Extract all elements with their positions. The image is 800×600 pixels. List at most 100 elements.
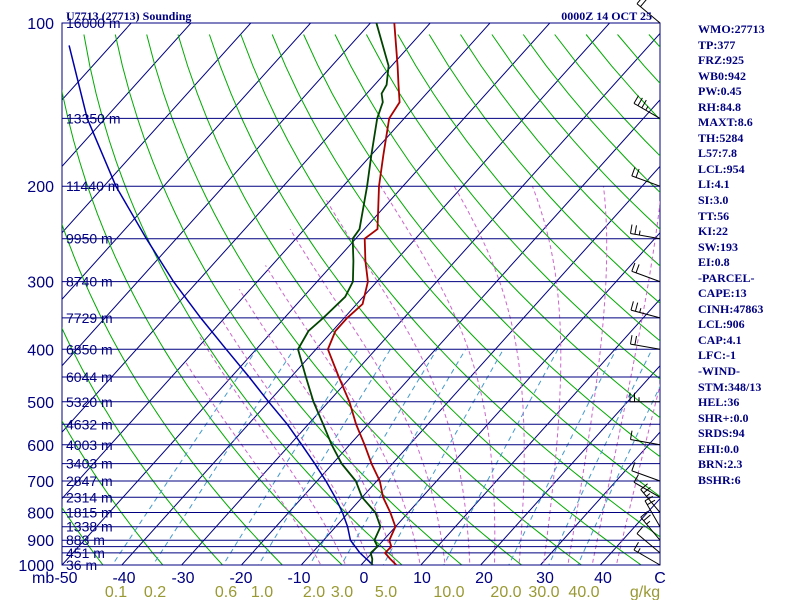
wind-barb-flag — [634, 225, 637, 235]
index-item: SHR+:0.0 — [698, 410, 749, 425]
mixing-ratio-label: 30.0 — [528, 584, 559, 600]
dry-adiabat-line — [334, 34, 660, 419]
pressure-unit-label: mb — [32, 570, 54, 587]
dry-adiabat-line — [62, 222, 284, 565]
height-label: 4003 m — [66, 437, 113, 453]
pressure-label: 300 — [27, 275, 54, 292]
wind-barb-flag — [634, 335, 637, 345]
isotherm-line — [62, 23, 431, 433]
dry-adiabat-line — [62, 506, 104, 565]
isotherm-line — [479, 364, 660, 565]
index-item: LCL:954 — [698, 161, 745, 176]
index-item: STM:348/13 — [698, 379, 762, 394]
index-item: -WIND- — [698, 364, 740, 379]
mixing-ratio-line — [222, 349, 359, 565]
dry-adiabat-line — [428, 34, 660, 304]
wind-barb-flag — [640, 0, 647, 7]
mixing-ratio-label: 0.6 — [215, 584, 237, 600]
wind-barb-flag — [636, 526, 644, 534]
wind-barb — [630, 430, 661, 446]
height-label: 6044 m — [66, 369, 113, 385]
grid-layer — [62, 23, 660, 565]
height-label: 13350 m — [66, 110, 120, 126]
mixing-ratio-line — [111, 349, 258, 565]
index-item: LI:4.1 — [698, 177, 730, 192]
isotherm-line — [62, 23, 192, 168]
height-label: 2314 m — [66, 489, 113, 505]
dry-adiabat-line — [146, 34, 523, 565]
moist-adiabat-line — [567, 186, 608, 565]
pressure-label: 100 — [27, 16, 54, 33]
index-item: EI:0.8 — [698, 255, 730, 270]
mixing-ratio-line — [258, 349, 391, 565]
index-item: KI:22 — [698, 224, 728, 239]
dry-adiabat-line — [365, 34, 660, 380]
mixing-ratio-label: 20.0 — [490, 584, 521, 600]
wind-barb-flag — [633, 474, 639, 483]
wind-barb-staff — [630, 233, 661, 240]
mixing-ratio-label: 0.2 — [144, 584, 166, 600]
wind-barb-flag — [633, 541, 639, 551]
plot-frame — [61, 22, 661, 566]
dry-adiabat-line — [62, 327, 224, 565]
wind-barb-flag — [637, 97, 643, 106]
wind-barb-half — [637, 548, 641, 553]
wind-barb — [631, 167, 661, 187]
wind-barb-half — [646, 493, 651, 497]
temp-tick-label: 0 — [360, 570, 369, 587]
temp-tick-label: C — [654, 570, 666, 587]
wind-barb — [636, 0, 661, 24]
wind-barb-half — [645, 106, 649, 111]
mixing-ratio-label: g/kg — [630, 584, 660, 600]
height-label: 4632 m — [66, 416, 113, 432]
pressure-label: 800 — [27, 506, 54, 523]
height-label: 3403 m — [66, 456, 113, 472]
index-item: HEL:36 — [698, 395, 740, 410]
wind-barb-flag — [643, 514, 651, 522]
wind-barb-flag — [630, 430, 633, 440]
dry-adiabat-line — [62, 420, 164, 565]
index-item: L57:7.8 — [698, 146, 737, 161]
mixing-ratio-label: 10.0 — [433, 584, 464, 600]
height-label: 1815 m — [66, 505, 113, 521]
index-item: TP:377 — [698, 37, 736, 52]
wind-barb — [633, 541, 661, 566]
wind-barb-flag — [641, 99, 647, 109]
temp-tick-label: 40 — [594, 570, 612, 587]
height-label: 451 m — [66, 545, 105, 561]
temp-tick-label: 10 — [413, 570, 431, 587]
isotherm-line — [300, 165, 660, 565]
wind-barb-flag — [634, 302, 639, 312]
isotherm-line — [121, 23, 611, 565]
wind-barb-staff — [631, 175, 661, 187]
isotherm-line — [360, 232, 660, 565]
index-item: CAPE:13 — [698, 286, 747, 301]
wind-barb-staff — [630, 343, 661, 350]
height-label: 6850 m — [66, 341, 113, 357]
dry-adiabat-line — [397, 34, 660, 342]
dry-adiabat-line — [271, 34, 660, 498]
isotherm-line — [420, 298, 660, 565]
temp-tick-label: -20 — [229, 570, 252, 587]
index-item: LCL:906 — [698, 317, 745, 332]
mixing-ratio-label: 40.0 — [568, 584, 599, 600]
height-label: 5320 m — [66, 394, 113, 410]
profiles-layer — [68, 23, 401, 565]
height-label: 11440 m — [66, 178, 119, 194]
pressure-label: 600 — [27, 438, 54, 455]
mixing-ratio-label: 0.1 — [105, 584, 127, 600]
index-item: WB0:942 — [698, 68, 746, 83]
height-label: 9950 m — [66, 231, 113, 247]
height-label: 7729 m — [66, 310, 113, 326]
wind-barb — [636, 526, 661, 554]
index-item: LFC:-1 — [698, 348, 736, 363]
wind-barb-staff — [631, 270, 661, 283]
temperature-trace — [326, 23, 401, 565]
index-item: TT:56 — [698, 208, 730, 223]
wind-barb-flag — [630, 301, 634, 311]
height-label: 2847 m — [66, 473, 113, 489]
wind-barb-half — [646, 520, 651, 525]
wind-barb-flag — [636, 0, 641, 5]
index-item: MAXT:8.6 — [698, 115, 753, 130]
pressure-label: 900 — [27, 533, 54, 550]
